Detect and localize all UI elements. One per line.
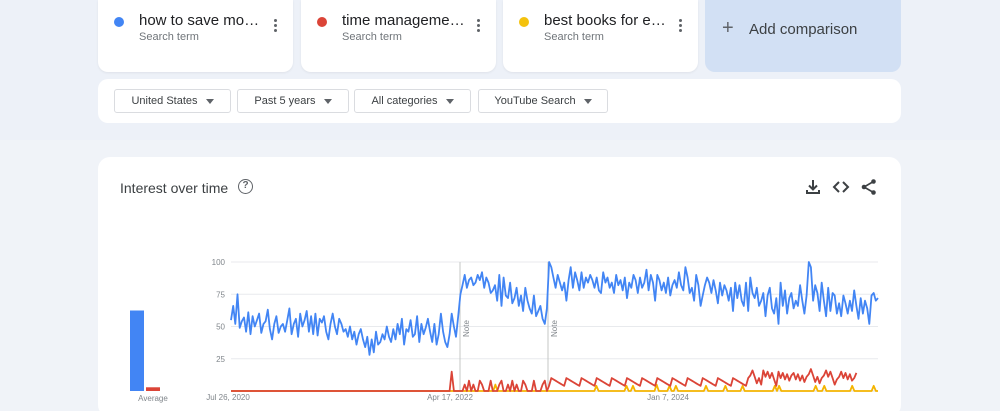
term-name: how to save money (139, 12, 263, 29)
filters-bar: United States Past 5 years All categorie… (98, 79, 901, 123)
average-label: Average (138, 394, 168, 403)
search-term-card-3[interactable]: best books for entrepreneurs Search term (503, 0, 698, 72)
term-color-dot (317, 17, 327, 27)
download-icon[interactable] (804, 178, 822, 196)
term-name: best books for entrepreneurs (544, 12, 668, 29)
x-tick-label: Jul 26, 2020 (206, 393, 250, 402)
term-color-dot (114, 17, 124, 27)
term-subtitle: Search term (139, 31, 199, 43)
share-icon[interactable] (860, 178, 878, 196)
interest-line-chart: 25 50 75 100 Jul 26, 2020 Apr 17, 2022 Jan 7, … (130, 258, 879, 403)
plus-icon: + (722, 17, 734, 39)
filter-label: All categories (371, 95, 438, 107)
dropdown-arrow-icon (323, 98, 332, 104)
filter-label: United States (131, 95, 198, 107)
more-vert-icon[interactable] (474, 19, 482, 35)
x-tick-label: Apr 17, 2022 (427, 393, 473, 402)
filter-label: Past 5 years (254, 95, 316, 107)
term-subtitle: Search term (544, 31, 604, 43)
filter-label: YouTube Search (494, 95, 576, 107)
y-tick-label: 75 (216, 290, 225, 299)
x-tick-label: Jan 7, 2024 (647, 393, 689, 402)
filter-time-range[interactable]: Past 5 years (237, 89, 349, 113)
search-terms-row: how to save money Search term time manag… (98, 0, 901, 72)
y-tick-label: 50 (216, 323, 225, 332)
dropdown-arrow-icon (205, 98, 214, 104)
average-bar (130, 310, 144, 391)
series-line-save-money (230, 261, 879, 356)
add-comparison-label: Add comparison (749, 21, 858, 38)
help-icon[interactable]: ? (238, 179, 253, 194)
note-label: Note (462, 320, 471, 337)
y-tick-label: 100 (212, 258, 226, 267)
search-term-card-1[interactable]: how to save money Search term (98, 0, 293, 72)
interest-over-time-card: Interest over time ? 25 50 75 100 Jul 26, 20… (98, 157, 901, 411)
filter-search-type[interactable]: YouTube Search (478, 89, 608, 113)
y-tick-label: 25 (216, 355, 225, 364)
filter-location[interactable]: United States (114, 89, 231, 113)
term-color-dot (519, 17, 529, 27)
dropdown-arrow-icon (445, 98, 454, 104)
embed-code-icon[interactable] (832, 178, 850, 196)
series-line-best-books (231, 383, 878, 392)
add-comparison-button[interactable]: + Add comparison (705, 0, 901, 72)
average-bar (146, 387, 160, 391)
term-subtitle: Search term (342, 31, 402, 43)
search-term-card-2[interactable]: time management tips Search term (301, 0, 496, 72)
more-vert-icon[interactable] (676, 19, 684, 35)
note-label: Note (550, 320, 559, 337)
series-line-time-management (231, 368, 858, 392)
panel-title: Interest over time (120, 180, 229, 196)
dropdown-arrow-icon (583, 98, 592, 104)
term-name: time management tips (342, 12, 466, 29)
filter-category[interactable]: All categories (354, 89, 471, 113)
more-vert-icon[interactable] (271, 19, 279, 35)
